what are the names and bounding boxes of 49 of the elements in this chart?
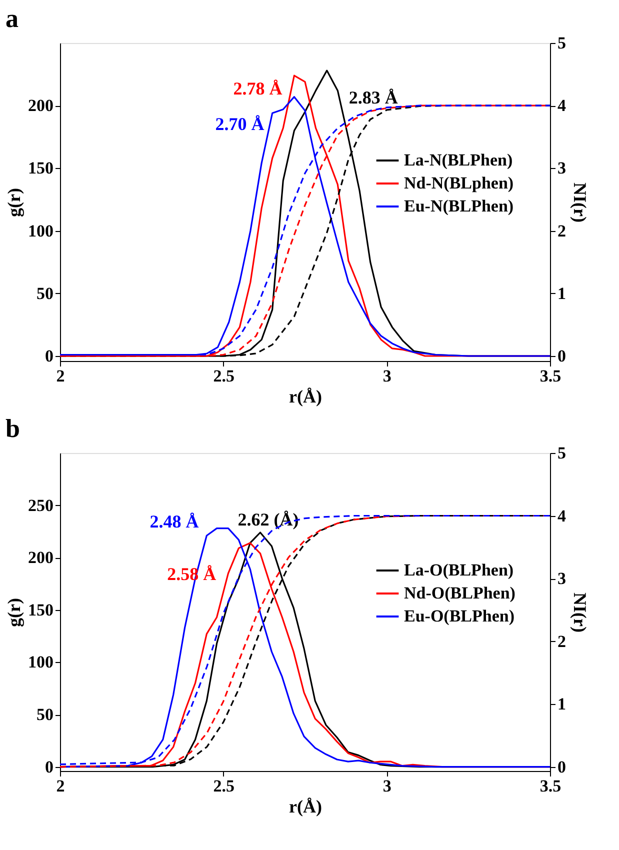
x-tick-label: 3.5: [540, 776, 562, 796]
y-tick-label: 200: [28, 548, 54, 568]
legend-label: Eu-O(BLPhen): [404, 606, 515, 626]
x-tick-label: 2: [56, 366, 65, 386]
y2-tick-label: 0: [558, 346, 566, 366]
y-tick-label: 100: [28, 652, 54, 672]
x-axis-title: r(Å): [289, 796, 322, 816]
x-axis-title: r(Å): [289, 386, 322, 406]
chart-title: b: [6, 414, 20, 443]
y2-tick-label: 2: [558, 632, 566, 651]
legend-label: La-O(BLPhen): [404, 560, 514, 580]
y-tick-label: 50: [36, 284, 54, 303]
y-tick-label: 200: [28, 96, 54, 116]
y-tick-label: 150: [28, 600, 54, 620]
legend-label: La-N(BLPhen): [404, 150, 513, 170]
y2-tick-label: 3: [558, 569, 566, 588]
y2-tick-label: 2: [558, 221, 566, 240]
y-tick-label: 250: [28, 496, 54, 515]
annotation: 2.78 Å: [233, 78, 282, 99]
y2-tick-label: 4: [558, 96, 566, 116]
annotation: 2.70 Å: [215, 114, 264, 134]
y-axis-title: g(r): [4, 188, 24, 217]
legend-label: Nd-N(BLphen): [404, 173, 514, 192]
x-tick-label: 3.5: [540, 366, 562, 386]
y-tick-label: 100: [28, 221, 54, 240]
annotation: 2.48 Å: [150, 511, 199, 532]
annotation: 2.83 Å: [348, 88, 398, 108]
x-tick-label: 3: [382, 366, 392, 386]
y-tick-label: 50: [36, 705, 54, 724]
y-tick-label: 0: [45, 346, 54, 366]
y2-tick-label: 5: [558, 444, 566, 462]
legend-label: Nd-O(BLPhen): [404, 583, 516, 602]
y-tick-label: 0: [45, 757, 54, 776]
y2-tick-label: 4: [558, 506, 566, 526]
y2-axis-title: NI(r): [570, 182, 590, 222]
chart-title: a: [6, 4, 18, 33]
y2-tick-label: 1: [558, 694, 566, 714]
y-axis-title: g(r): [4, 598, 24, 627]
y2-axis-title: NI(r): [570, 592, 590, 632]
y2-tick-label: 1: [558, 284, 566, 303]
legend-label: Eu-N(BLPhen): [404, 196, 514, 216]
y2-tick-label: 0: [558, 757, 566, 776]
x-tick-label: 2.5: [213, 366, 234, 386]
y2-tick-label: 3: [558, 158, 566, 178]
y-tick-label: 150: [28, 158, 54, 178]
y2-tick-label: 5: [558, 34, 566, 52]
x-tick-label: 2.5: [213, 776, 234, 796]
x-tick-label: 2: [56, 776, 65, 796]
x-tick-label: 3: [382, 776, 392, 796]
